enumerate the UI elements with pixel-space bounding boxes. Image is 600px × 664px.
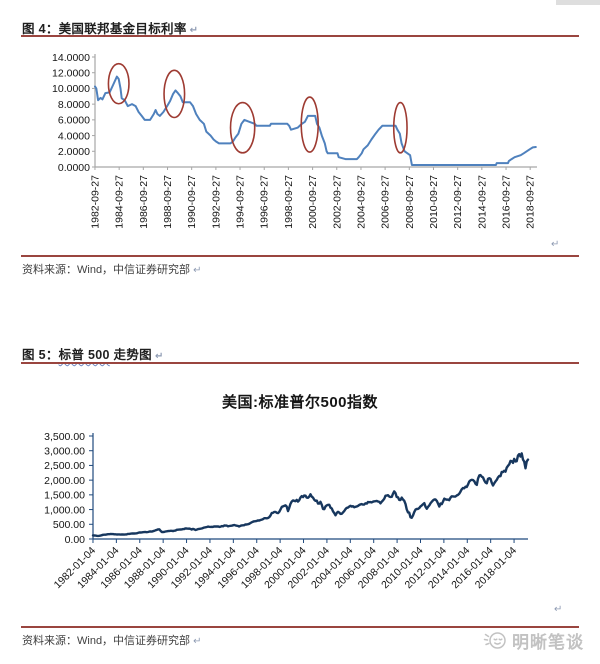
fed-funds-y-tick-label: 8.0000 — [58, 99, 90, 111]
fed-funds-x-tick-label: 2002-09-27 — [331, 175, 343, 229]
return-mark-icon: ↵ — [154, 351, 164, 362]
sp500-y-tick-label: 1,000.00 — [44, 504, 85, 516]
fed-funds-y-tick-label: 0.0000 — [58, 162, 90, 174]
fed-funds-y-tick-label: 2.0000 — [58, 146, 90, 158]
watermark-text: 明晰笔谈 — [512, 632, 584, 652]
fed-funds-annotation-circle — [229, 101, 256, 154]
figure4-caption-rule — [21, 35, 579, 37]
fed-funds-x-tick-label: 2018-09-27 — [525, 175, 537, 229]
figure4-source: 资料来源：Wind，中信证券研究部 ↵ — [22, 261, 201, 277]
figure5-caption-rule — [21, 362, 579, 364]
fed-funds-annotation-circle — [392, 101, 408, 154]
fed-funds-y-tick-label: 12.0000 — [52, 68, 90, 80]
fed-funds-x-tick-label: 1984-09-27 — [114, 175, 126, 229]
sp500-y-tick-label: 0.00 — [65, 534, 86, 546]
figure4-source-text: 资料来源：Wind，中信证券研究部 — [22, 264, 191, 276]
return-mark-icon: ↵ — [554, 604, 563, 615]
figure5-caption-suffix: 走势图 — [109, 348, 152, 362]
figure5-caption-spellcheck-text: 标普 500 — [58, 348, 110, 362]
figure4-caption-text: 图 4：美国联邦基金目标利率 — [22, 22, 187, 36]
fed-funds-annotation-circle — [163, 69, 186, 119]
fed-funds-x-tick-label: 1982-09-27 — [89, 175, 101, 229]
fed-funds-y-tick-label: 14.0000 — [52, 52, 90, 64]
fed-funds-x-tick-label: 2008-09-27 — [404, 175, 416, 229]
sp500-y-tick-label: 3,500.00 — [44, 431, 85, 443]
fed-funds-x-tick-label: 2010-09-27 — [428, 175, 440, 229]
fed-funds-x-tick-label: 1986-09-27 — [138, 175, 150, 229]
fed-funds-x-tick-label: 1996-09-27 — [259, 175, 271, 229]
sp500-y-tick-label: 500.00 — [53, 519, 85, 531]
figure5-caption-prefix: 图 5： — [22, 348, 59, 362]
fed-funds-annotation-circle — [107, 62, 130, 105]
fed-funds-x-tick-label: 1990-09-27 — [186, 175, 198, 229]
fed-funds-x-tick-label: 1988-09-27 — [162, 175, 174, 229]
sp500-chart-title: 美国:标准普尔500指数 — [221, 394, 379, 411]
sp500-y-tick-label: 3,000.00 — [44, 446, 85, 458]
fed-funds-annotation-circle — [300, 96, 319, 153]
sp500-y-tick-label: 2,500.00 — [44, 460, 85, 472]
fed-funds-x-tick-label: 1998-09-27 — [283, 175, 295, 229]
figure5-caption: 图 5：标普 500 走势图 ↵ — [22, 344, 164, 363]
figure5-source-rule — [21, 626, 579, 628]
fed-funds-x-tick-label: 1994-09-27 — [235, 175, 247, 229]
figure4-caption: 图 4：美国联邦基金目标利率 ↵ — [22, 18, 198, 37]
sp500-chart: 3,500.00 3,000.00 2,500.00 2,000.00 1,500.00… — [44, 431, 530, 591]
return-mark-icon: ↵ — [551, 239, 560, 250]
sp500-y-tick-label: 1,500.00 — [44, 490, 85, 502]
fed-funds-y-tick-label: 6.0000 — [58, 115, 90, 127]
page-corner-fragment — [556, 0, 600, 5]
brand-watermark: 明晰笔谈 — [483, 627, 584, 653]
fed-funds-x-tick-label: 2012-09-27 — [452, 175, 464, 229]
figure5-source-text: 资料来源：Wind，中信证券研究部 — [22, 635, 191, 647]
figure4-source-rule — [21, 255, 579, 257]
sp500-series-line — [91, 452, 530, 538]
fed-funds-x-tick-label: 2014-09-27 — [476, 175, 488, 229]
fed-funds-y-tick-label: 10.0000 — [52, 83, 90, 95]
smiley-moon-icon — [483, 632, 506, 649]
fed-funds-x-tick-label: 2000-09-27 — [307, 175, 319, 229]
return-mark-icon: ↵ — [193, 636, 202, 647]
fed-funds-rate-chart: 14.0000 12.0000 10.0000 8.0000 6.0000 4.0000 2… — [52, 52, 537, 229]
fed-funds-y-tick-label: 4.0000 — [58, 130, 90, 142]
sp500-y-tick-label: 2,000.00 — [44, 475, 85, 487]
figure5-source: 资料来源：Wind，中信证券研究部 ↵ — [22, 632, 201, 648]
fed-funds-x-tick-label: 2004-09-27 — [355, 175, 367, 229]
fed-funds-series-line — [94, 75, 537, 166]
fed-funds-x-tick-label: 2016-09-27 — [501, 175, 513, 229]
fed-funds-x-tick-label: 1992-09-27 — [210, 175, 222, 229]
return-mark-icon: ↵ — [193, 265, 202, 276]
fed-funds-x-tick-label: 2006-09-27 — [380, 175, 392, 229]
return-mark-icon: ↵ — [189, 25, 199, 36]
